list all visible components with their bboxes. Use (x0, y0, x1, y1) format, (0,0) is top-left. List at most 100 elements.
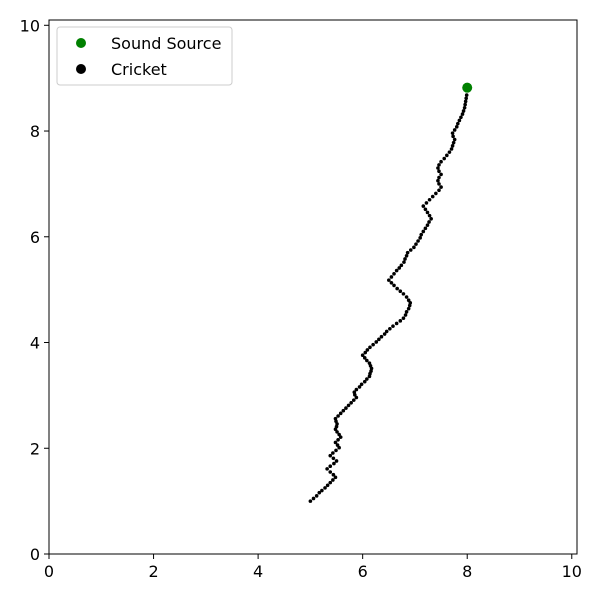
cricket-point (362, 356, 367, 360)
y-tick-label: 2 (30, 439, 40, 458)
plot-frame (48, 19, 578, 555)
cricket-point (404, 295, 409, 299)
cricket-point (387, 278, 391, 282)
cricket-point (449, 147, 454, 151)
cricket-point (349, 400, 353, 405)
sound-source-point (462, 82, 473, 93)
cricket-point (333, 440, 338, 445)
cricket-point (336, 437, 340, 442)
cricket-point (442, 156, 447, 161)
y-tick-label: 4 (30, 334, 40, 353)
cricket-point (352, 390, 357, 395)
cricket-point (451, 140, 456, 145)
x-tick-label: 0 (44, 562, 54, 581)
cricket-point (374, 340, 379, 344)
x-tick-label: 6 (358, 562, 368, 581)
y-axis: 0 2 4 6 8 10 (20, 16, 49, 564)
cricket-point (406, 298, 411, 303)
cricket-point (460, 112, 465, 116)
cricket-point (419, 232, 424, 237)
cricket-point (451, 134, 455, 139)
cricket-point (367, 361, 372, 365)
legend-box (56, 26, 233, 86)
cricket-point (450, 144, 455, 148)
legend-label: Cricket (111, 60, 167, 79)
cricket-point (325, 467, 329, 471)
x-tick-label: 8 (462, 562, 472, 581)
cricket-point (323, 486, 327, 490)
cricket-point (354, 395, 359, 400)
cricket-point (401, 316, 406, 320)
cricket-point (429, 216, 433, 221)
cricket-point (462, 105, 467, 110)
cricket-point (404, 254, 409, 258)
cricket-point (464, 93, 469, 97)
cricket-point (454, 125, 459, 129)
x-tick-label: 4 (253, 562, 263, 581)
cricket-point (452, 128, 457, 132)
cricket-point (333, 416, 338, 421)
legend: Sound Source Cricket (56, 26, 233, 86)
cricket-point (334, 459, 339, 463)
cricket-point (450, 131, 455, 135)
cricket-point (402, 260, 406, 264)
cricket-point (408, 301, 413, 305)
cricket-point (439, 172, 443, 177)
y-tick-label: 6 (30, 228, 40, 247)
cricket-point (337, 432, 341, 437)
x-tick-label: 2 (148, 562, 158, 581)
legend-label: Sound Source (111, 34, 221, 53)
cricket-point (430, 194, 435, 199)
cricket-point (394, 268, 399, 273)
cricket-point (439, 159, 443, 164)
cricket-point (398, 319, 403, 323)
cricket-point (421, 204, 426, 208)
cricket-point (394, 321, 399, 326)
cricket-point (425, 223, 430, 227)
cricket-point (424, 201, 429, 205)
cricket-point (423, 226, 428, 231)
y-tick-label: 0 (30, 545, 40, 564)
cricket-point (328, 480, 333, 485)
cricket-point (314, 494, 319, 498)
cricket-point (362, 379, 367, 384)
cricket-point (357, 385, 362, 389)
cricket-point (445, 153, 449, 158)
cricket-point (436, 178, 440, 183)
cricket-point (437, 188, 441, 193)
cricket-point (377, 337, 381, 342)
series-layer (308, 82, 473, 503)
x-axis: 0 2 4 6 8 10 (44, 554, 582, 581)
cricket-point (337, 445, 341, 450)
cricket-point (464, 96, 468, 101)
cricket-point (317, 490, 322, 495)
cricket-point (437, 163, 441, 167)
legend-marker (76, 38, 86, 48)
cricket-point (412, 245, 416, 250)
cricket-point (439, 185, 443, 189)
cricket-point (311, 496, 316, 501)
cricket-point (320, 488, 324, 493)
cricket-point (421, 229, 426, 234)
cricket-point (459, 115, 463, 120)
cricket-point (461, 109, 466, 113)
cricket-point (423, 207, 428, 212)
cricket-point (331, 472, 336, 477)
cricket-point (365, 348, 370, 352)
cricket-point (427, 213, 432, 218)
cricket-point (334, 448, 338, 453)
cricket-point (406, 306, 411, 311)
cricket-point (405, 250, 410, 255)
y-tick-label: 10 (20, 16, 40, 35)
cricket-point (425, 210, 430, 215)
cricket-point (351, 398, 356, 402)
cricket-point (391, 324, 395, 328)
cricket-point (437, 182, 441, 186)
cricket-point (360, 353, 365, 358)
cricket-point (452, 137, 457, 142)
cricket-point (427, 220, 431, 224)
cricket-point (371, 342, 375, 347)
cricket-point (437, 175, 441, 180)
cricket-point (404, 310, 409, 314)
cricket-point (308, 499, 313, 503)
